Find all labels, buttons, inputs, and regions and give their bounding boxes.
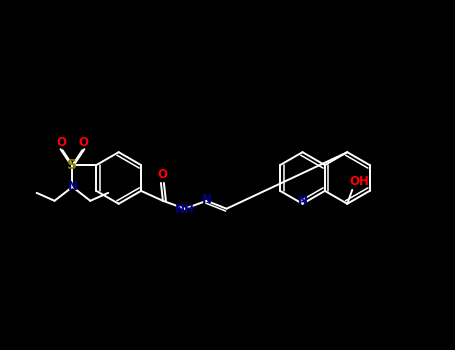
Text: NH: NH <box>175 203 195 216</box>
Text: O: O <box>78 136 88 149</box>
Text: N: N <box>298 194 308 207</box>
Text: O: O <box>56 136 66 149</box>
Text: OH: OH <box>349 175 369 188</box>
Text: O: O <box>157 168 167 182</box>
Text: N: N <box>202 193 212 206</box>
Text: N: N <box>67 180 77 194</box>
Text: S: S <box>67 158 77 172</box>
